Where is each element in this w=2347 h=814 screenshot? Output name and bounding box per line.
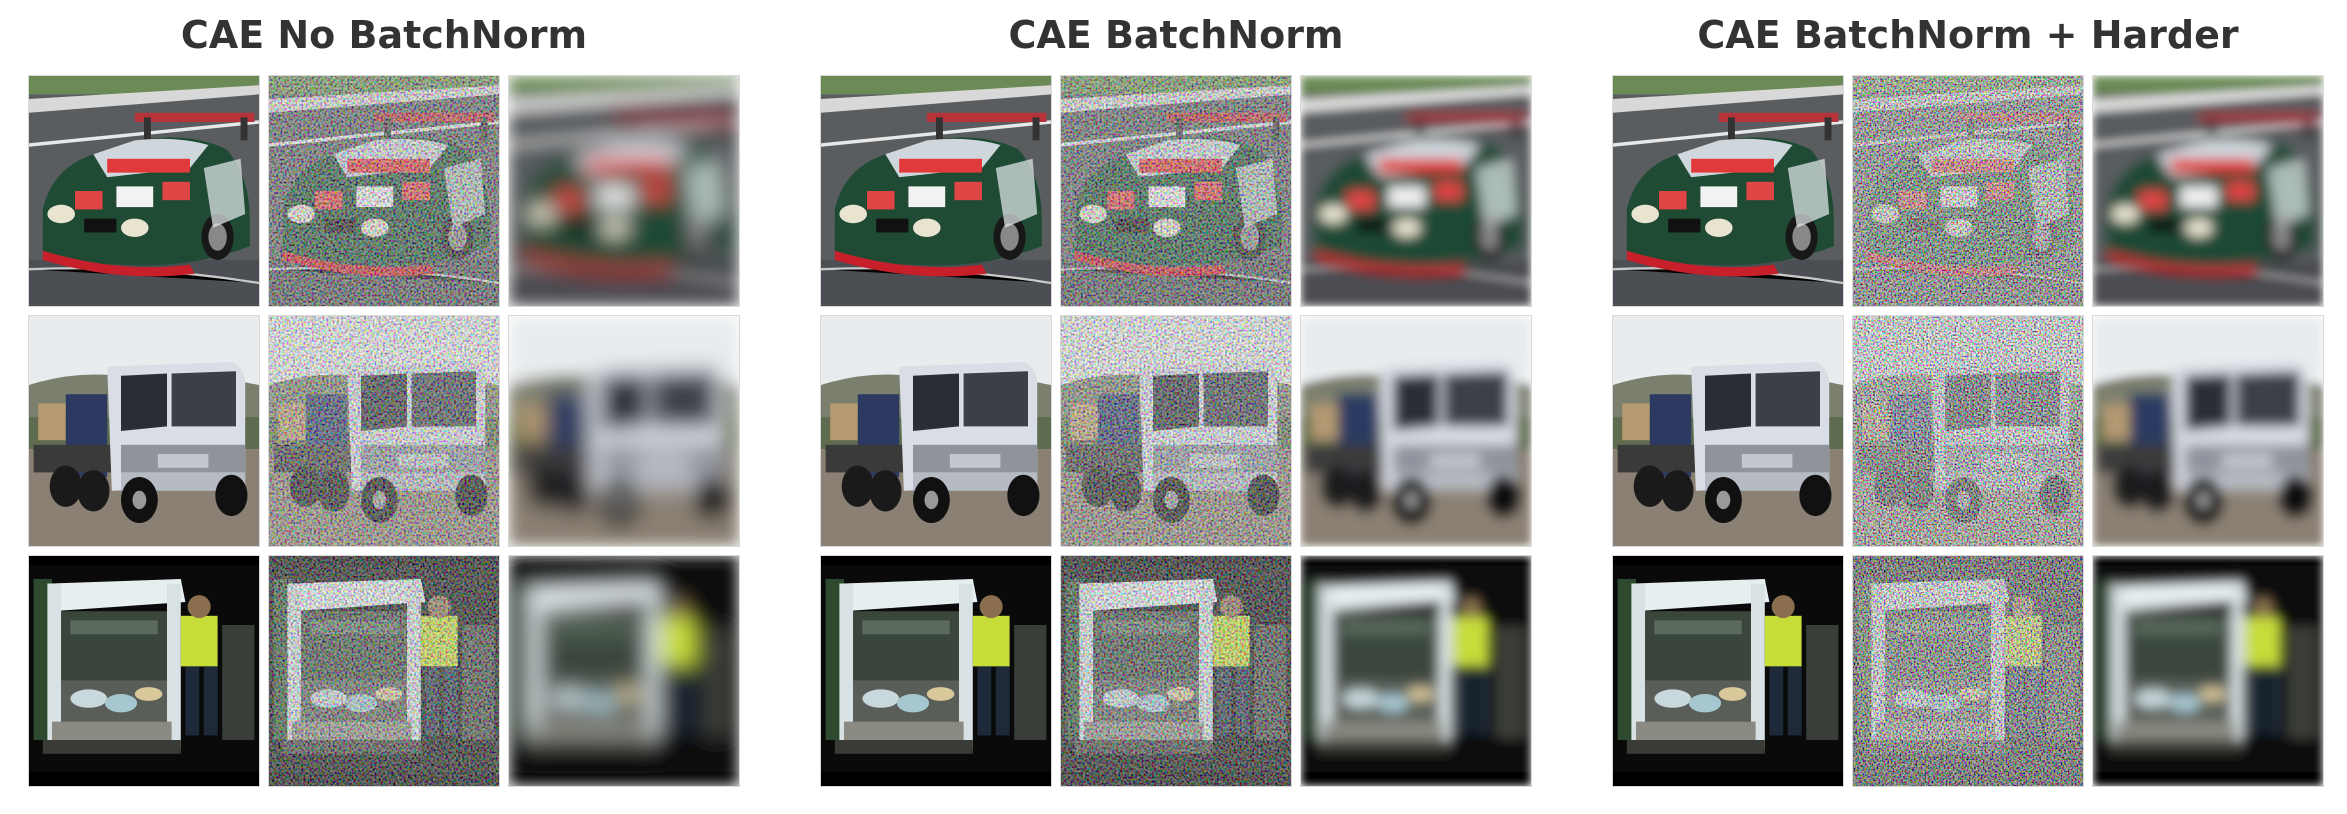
- image-white-truck-original: [1612, 315, 1844, 547]
- image-garbage-truck-reconstruction: [508, 555, 740, 787]
- image-garbage-truck-reconstruction: [1300, 555, 1532, 787]
- panel-title: CAE No BatchNorm: [180, 13, 588, 57]
- image-race-car-noisy: [1852, 75, 2084, 307]
- image-white-truck-original: [28, 315, 260, 547]
- panel-3: CAE BatchNorm + Harder: [1612, 0, 2324, 814]
- image-garbage-truck-original: [820, 555, 1052, 787]
- image-race-car-original: [1612, 75, 1844, 307]
- image-white-truck-reconstruction: [508, 315, 740, 547]
- image-white-truck-noisy: [268, 315, 500, 547]
- panel-title: CAE BatchNorm: [1008, 13, 1344, 57]
- image-race-car-reconstruction: [508, 75, 740, 307]
- image-white-truck-noisy: [1852, 315, 2084, 547]
- image-race-car-original: [28, 75, 260, 307]
- image-white-truck-reconstruction: [2092, 315, 2324, 547]
- image-race-car-noisy: [268, 75, 500, 307]
- image-race-car-reconstruction: [2092, 75, 2324, 307]
- image-garbage-truck-original: [28, 555, 260, 787]
- image-garbage-truck-noisy: [268, 555, 500, 787]
- image-white-truck-original: [820, 315, 1052, 547]
- image-garbage-truck-reconstruction: [2092, 555, 2324, 787]
- image-race-car-reconstruction: [1300, 75, 1532, 307]
- panel-title: CAE BatchNorm + Harder: [1697, 13, 2239, 57]
- image-garbage-truck-noisy: [1060, 555, 1292, 787]
- panel-1: CAE No BatchNorm: [28, 0, 740, 814]
- panel-2: CAE BatchNorm: [820, 0, 1532, 814]
- image-garbage-truck-noisy: [1852, 555, 2084, 787]
- image-race-car-noisy: [1060, 75, 1292, 307]
- image-garbage-truck-original: [1612, 555, 1844, 787]
- image-white-truck-noisy: [1060, 315, 1292, 547]
- image-white-truck-reconstruction: [1300, 315, 1532, 547]
- image-race-car-original: [820, 75, 1052, 307]
